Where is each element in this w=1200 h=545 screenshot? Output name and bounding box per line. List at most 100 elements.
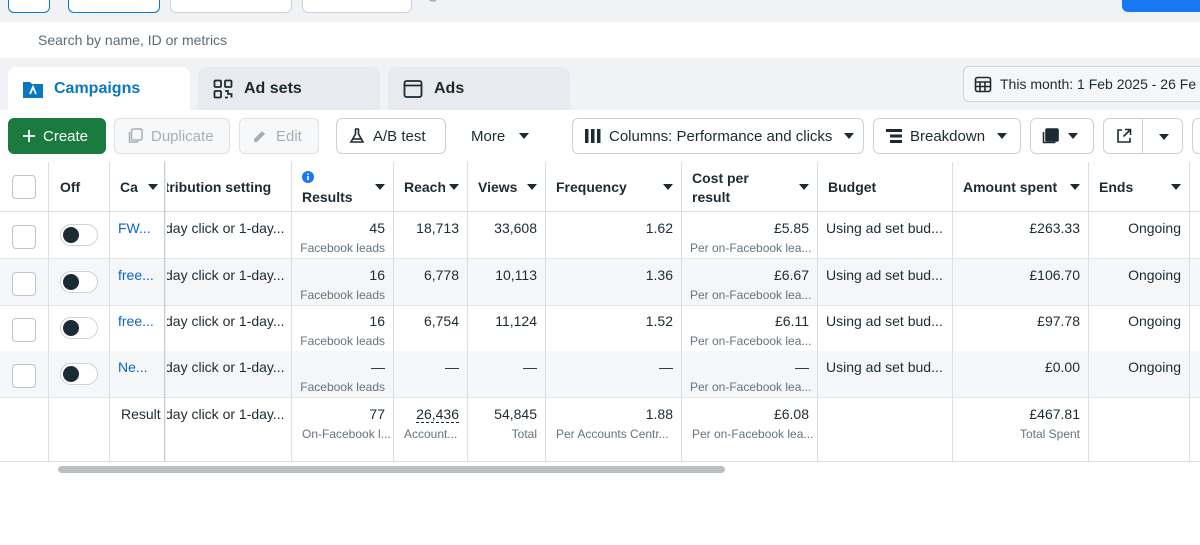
summary-attribution: day click or 1-day... <box>167 406 285 422</box>
column-divider <box>1189 162 1190 462</box>
amount-spent-cell: £106.70 <box>953 259 1088 306</box>
header-attribution[interactable]: ttribution setting <box>167 162 291 212</box>
create-label: Create <box>43 127 89 145</box>
reach-value: 18,713 <box>416 220 459 236</box>
row-checkbox[interactable] <box>12 318 36 342</box>
summary-views-sub: Total <box>511 427 537 441</box>
summary-spent-cell: £467.81 Total Spent <box>953 398 1088 462</box>
overflow-button[interactable] <box>1192 118 1200 154</box>
header-cost-per-result[interactable]: Cost per result <box>682 162 817 212</box>
duplicate-icon <box>127 128 143 144</box>
edit-button[interactable]: Edit <box>239 118 319 154</box>
toggle-knob <box>63 274 79 290</box>
summary-results-sub: On-Facebook l... <box>302 427 391 441</box>
campaign-name-link[interactable]: Ne... <box>118 359 148 375</box>
row-checkbox[interactable] <box>12 272 36 296</box>
header-amount-spent[interactable]: Amount spent <box>953 162 1088 212</box>
ends-value: Ongoing <box>1128 267 1181 283</box>
reach-value: 6,778 <box>423 267 459 283</box>
ad-window-icon <box>402 78 424 100</box>
results-value: 45 <box>369 220 385 236</box>
cost-per-result-value: £5.85 <box>773 220 809 236</box>
partial-icon <box>428 0 438 2</box>
ab-test-button[interactable]: A/B test <box>336 118 446 154</box>
cost-per-result-value: £6.11 <box>775 313 809 329</box>
views-cell: 11,124 <box>468 305 545 352</box>
tab-campaigns[interactable]: Campaigns <box>8 67 190 110</box>
attribution-cell: day click or 1-day... <box>167 259 291 306</box>
search-bar <box>8 22 1200 58</box>
row-checkbox[interactable] <box>12 225 36 249</box>
more-button[interactable]: More <box>458 118 542 154</box>
cost-per-result-type: Per on-Facebook lea... <box>690 241 812 255</box>
summary-label: Result <box>121 406 161 422</box>
toolbar-dropdown-2[interactable] <box>302 0 412 13</box>
breakdown-dropdown[interactable]: Breakdown <box>873 118 1021 154</box>
account-selector-button[interactable] <box>68 0 160 13</box>
header-budget[interactable]: Budget <box>818 162 952 212</box>
info-icon[interactable] <box>302 170 314 186</box>
header-frequency[interactable]: Frequency <box>546 162 681 212</box>
frequency-cell: 1.62 <box>546 212 681 259</box>
views-cell: 10,113 <box>468 259 545 306</box>
sort-caret-icon <box>1171 184 1181 190</box>
ends-value: Ongoing <box>1128 313 1181 329</box>
views-value: 10,113 <box>495 267 537 283</box>
header-amount-spent-label: Amount spent <box>963 179 1058 195</box>
duplicate-button[interactable]: Duplicate <box>114 118 230 154</box>
campaign-toggle[interactable] <box>60 224 98 246</box>
frequency-value: — <box>659 359 673 375</box>
column-divider <box>48 162 49 462</box>
campaign-name-link[interactable]: FW... <box>118 220 151 236</box>
campaign-name-link[interactable]: free... <box>118 267 154 283</box>
tab-ads[interactable]: Ads <box>388 67 570 110</box>
frequency-value: 1.36 <box>645 267 673 283</box>
row-checkbox[interactable] <box>12 364 36 388</box>
header-campaign-label: Ca <box>120 179 138 195</box>
ends-value: Ongoing <box>1128 220 1181 236</box>
header-ends[interactable]: Ends <box>1089 162 1189 212</box>
columns-dropdown[interactable]: Columns: Performance and clicks <box>572 118 864 154</box>
header-reach[interactable]: Reach <box>394 162 467 212</box>
attribution-value: day click or 1-day... <box>167 267 285 283</box>
cost-per-result-cell: £6.11 Per on-Facebook lea... <box>682 305 817 352</box>
toggle-knob <box>63 366 79 382</box>
toolbar-dropdown-1[interactable] <box>170 0 292 13</box>
tab-ad-sets[interactable]: Ad sets <box>198 67 380 110</box>
column-divider <box>291 162 292 462</box>
budget-cell: Using ad set bud... <box>818 259 952 306</box>
search-input[interactable] <box>8 22 1200 58</box>
amount-spent-value: £263.33 <box>1029 220 1080 236</box>
primary-action-button[interactable] <box>1122 0 1200 12</box>
toggle-knob <box>63 320 79 336</box>
header-results[interactable]: Results <box>292 162 393 212</box>
summary-reach[interactable]: 26,436 <box>416 406 459 423</box>
chevron-down-icon <box>519 133 530 139</box>
reports-dropdown[interactable] <box>1030 118 1094 154</box>
horizontal-scrollbar[interactable] <box>58 466 725 473</box>
amount-spent-cell: £263.33 <box>953 212 1088 259</box>
column-divider <box>952 162 953 462</box>
header-off[interactable]: Off <box>60 162 108 212</box>
header-views[interactable]: Views <box>468 162 545 212</box>
frequency-cell: 1.36 <box>546 259 681 306</box>
collapse-panel-button[interactable] <box>8 0 50 13</box>
summary-views: 54,845 <box>494 406 537 422</box>
export-split-button[interactable] <box>1103 118 1183 154</box>
campaign-toggle[interactable] <box>60 363 98 385</box>
campaign-toggle[interactable] <box>60 317 98 339</box>
sort-caret-icon <box>449 184 459 190</box>
results-cell: 16 Facebook leads <box>292 259 393 306</box>
sort-caret-icon <box>527 184 537 190</box>
reach-cell: 6,754 <box>394 305 467 352</box>
chevron-down-icon <box>844 133 855 139</box>
results-type: Facebook leads <box>300 380 385 394</box>
date-range-picker[interactable]: This month: 1 Feb 2025 - 26 Fe <box>963 66 1200 102</box>
summary-frequency: 1.88 <box>645 406 673 422</box>
campaign-toggle[interactable] <box>60 271 98 293</box>
header-campaign[interactable]: Ca <box>110 162 164 212</box>
select-all-checkbox[interactable] <box>12 175 36 199</box>
create-button[interactable]: Create <box>8 118 106 154</box>
campaign-name-link[interactable]: free... <box>118 313 154 329</box>
header-ends-label: Ends <box>1099 179 1134 195</box>
